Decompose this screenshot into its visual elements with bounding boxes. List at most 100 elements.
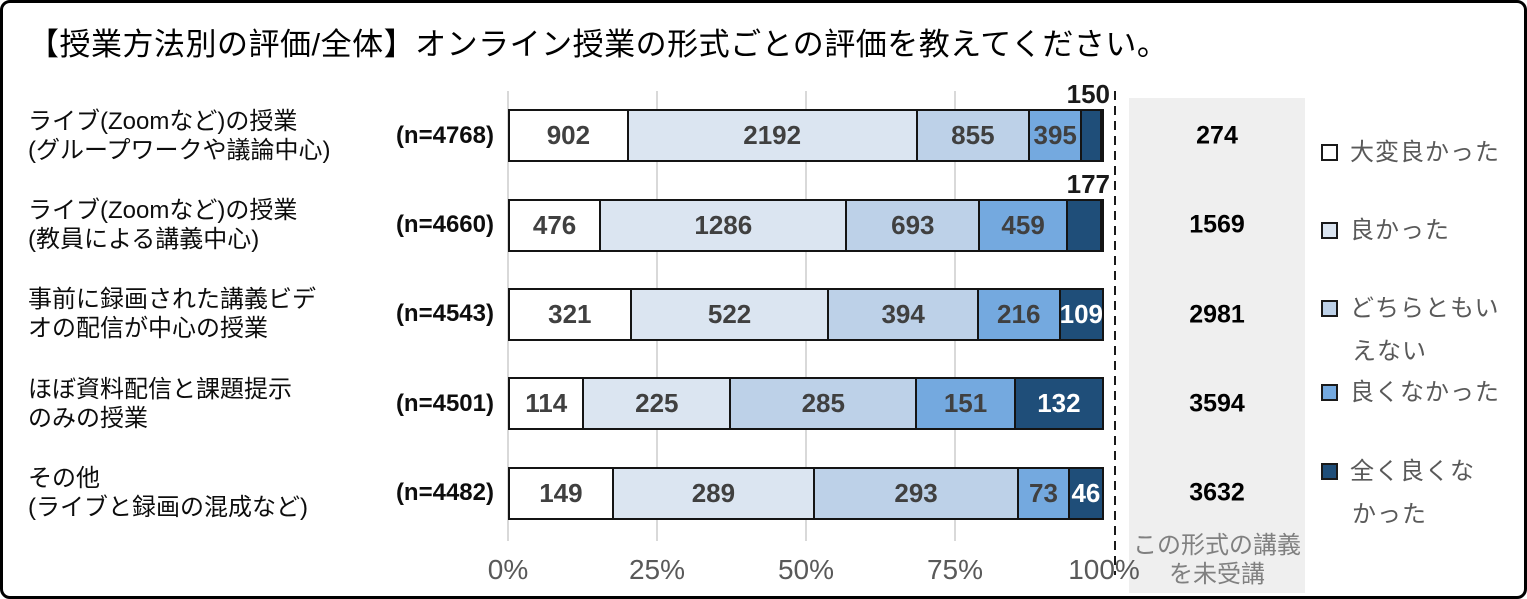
category-label: ライブ(Zoomなど)の授業 (教員による講義中心) — [28, 196, 384, 254]
bar-row: その他 (ライブと録画の混成など) (n=4482) 149 289 293 73 46 — [28, 449, 1111, 538]
legend-label: 全く良くな — [1350, 458, 1475, 485]
bar-track: 902 2192 855 395 150 — [508, 79, 1110, 163]
not-attended-value: 2981 — [1189, 300, 1245, 328]
sample-size-label: (n=4482) — [395, 479, 494, 507]
segment-value: 73 — [1029, 477, 1058, 508]
legend-label-line: かった — [1321, 493, 1475, 536]
legend-swatch — [1321, 300, 1338, 317]
legend-label: 大変良かった — [1350, 139, 1500, 166]
legend-label: 良くなかった — [1350, 379, 1500, 406]
sample-size-label: (n=4768) — [395, 121, 494, 149]
x-tick-label: 100% — [1068, 554, 1140, 585]
bar-segment: 395 — [1030, 111, 1083, 161]
bar-segment: 109 — [1060, 289, 1103, 339]
sample-size-label: (n=4543) — [395, 300, 494, 328]
bar-segment: 693 — [847, 200, 981, 250]
bar-rows: ライブ(Zoomなど)の授業 (グループワークや議論中心) (n=4768) 902 2… — [28, 79, 1111, 538]
legend-label-line: 良くなかった — [1321, 371, 1500, 414]
not-attended-caption-line2: を未受講 — [1169, 561, 1265, 588]
hundred-percent-divider — [1114, 91, 1116, 575]
not-attended-value: 3594 — [1189, 389, 1245, 418]
legend-label-line: 大変良かった — [1321, 131, 1500, 174]
segment-value: 46 — [1071, 477, 1101, 508]
legend-label: かった — [1352, 501, 1427, 528]
bar-row: 事前に録画された講義ビデ オの配信が中心の授業 (n=4543) 321 522 394 2… — [28, 270, 1111, 359]
legend-label-line: えない — [1321, 330, 1500, 373]
category-label: ライブ(Zoomなど)の授業 (グループワークや議論中心) — [28, 107, 384, 165]
bar-row: ライブ(Zoomなど)の授業 (教員による講義中心) (n=4660) 476 1286… — [28, 169, 1111, 269]
bar-segment: 902 — [510, 111, 629, 161]
legend-swatch — [1321, 222, 1338, 239]
category-label-line: ライブ(Zoomなど)の授業 — [28, 107, 298, 135]
segment-value: 459 — [1001, 209, 1045, 240]
legend-item: 全く良くな かった — [1321, 450, 1475, 536]
legend-item: 良かった — [1321, 209, 1450, 252]
segment-value: 149 — [539, 477, 583, 508]
bar-segment: 225 — [584, 379, 732, 429]
not-attended-caption: この形式の講義 を未受講 — [1129, 531, 1305, 589]
legend-item: どちらともい えない — [1321, 287, 1500, 373]
bar-segment: 285 — [731, 379, 918, 429]
category-label-line: (ライブと録画の混成など) — [28, 494, 308, 522]
legend-label-line: 良かった — [1321, 209, 1450, 252]
not-attended-value: 1569 — [1189, 210, 1245, 239]
segment-value: 1286 — [694, 209, 753, 240]
bar-segment: 114 — [510, 379, 585, 429]
bar-segment: 476 — [510, 200, 602, 250]
bar-segment: 149 — [510, 468, 614, 518]
not-attended-value: 274 — [1196, 121, 1238, 150]
bar-segment: 289 — [613, 468, 816, 518]
legend-label-line: 全く良くな — [1321, 450, 1475, 493]
bar-segment: 459 — [980, 200, 1069, 250]
segment-value: 293 — [894, 477, 938, 508]
x-tick-label: 25% — [628, 554, 686, 585]
category-label-line: ライブ(Zoomなど)の授業 — [28, 197, 298, 225]
x-axis: 0% 25% 50% 75% 100% — [3, 554, 1524, 590]
legend-swatch — [1321, 144, 1338, 161]
category-label-line: 事前に録画された講義ビデ — [28, 286, 316, 314]
segment-value: 522 — [707, 298, 752, 329]
bar-track: 476 1286 693 459 177 — [508, 169, 1110, 252]
category-label-line: その他 — [28, 465, 100, 493]
bar-segment: 394 — [829, 289, 979, 339]
segment-value: 225 — [635, 388, 679, 419]
segment-value-above: 150 — [1066, 79, 1110, 110]
segment-value: 2192 — [743, 120, 802, 151]
segment-value: 285 — [801, 388, 845, 419]
bar-row: ほぼ資料配信と課題提示 のみの授業 (n=4501) 114 225 285 151 132 — [28, 359, 1111, 448]
sample-size-label: (n=4501) — [395, 389, 494, 417]
legend-item: 大変良かった — [1321, 131, 1500, 174]
legend-label-line: どちらともい — [1321, 287, 1500, 330]
bar-track: 149 289 293 73 46 — [508, 466, 1104, 520]
segment-value: 394 — [881, 298, 925, 329]
bar-segment: 2192 — [628, 111, 918, 161]
x-tick-label: 50% — [777, 554, 835, 585]
bar-segment — [1068, 200, 1102, 250]
bar-segment: 151 — [917, 379, 1016, 429]
legend-swatch — [1321, 384, 1338, 401]
category-label-line: (教員による講義中心) — [28, 226, 260, 254]
category-label-line: (グループワークや議論中心) — [28, 136, 331, 164]
not-attended-caption-line1: この形式の講義 — [1133, 532, 1301, 559]
bar-segment: 293 — [815, 468, 1020, 518]
x-tick-label: 0% — [487, 554, 529, 585]
bar-segment: 522 — [631, 289, 830, 339]
segment-value: 902 — [546, 120, 591, 151]
segment-value: 132 — [1037, 388, 1081, 419]
bar-row: ライブ(Zoomなど)の授業 (グループワークや議論中心) (n=4768) 902 2… — [28, 79, 1111, 180]
bar-segment: 46 — [1069, 468, 1102, 518]
sample-size-label: (n=4660) — [395, 211, 494, 239]
legend-swatch — [1321, 463, 1338, 480]
bar-segment: 1286 — [601, 200, 848, 250]
segment-value-above: 177 — [1066, 168, 1110, 199]
segment-value: 216 — [997, 298, 1041, 329]
x-tick-label: 75% — [926, 554, 984, 585]
segment-value: 693 — [891, 209, 935, 240]
category-label-line: ほぼ資料配信と課題提示 — [28, 375, 292, 403]
category-label: その他 (ライブと録画の混成など) — [28, 464, 384, 522]
segment-value: 476 — [532, 209, 577, 240]
not-attended-column: この形式の講義 を未受講 274 1569 2981 3594 3632 — [1129, 98, 1305, 593]
bar-track: 114 225 285 151 132 — [508, 377, 1104, 431]
segment-value: 395 — [1033, 120, 1077, 151]
